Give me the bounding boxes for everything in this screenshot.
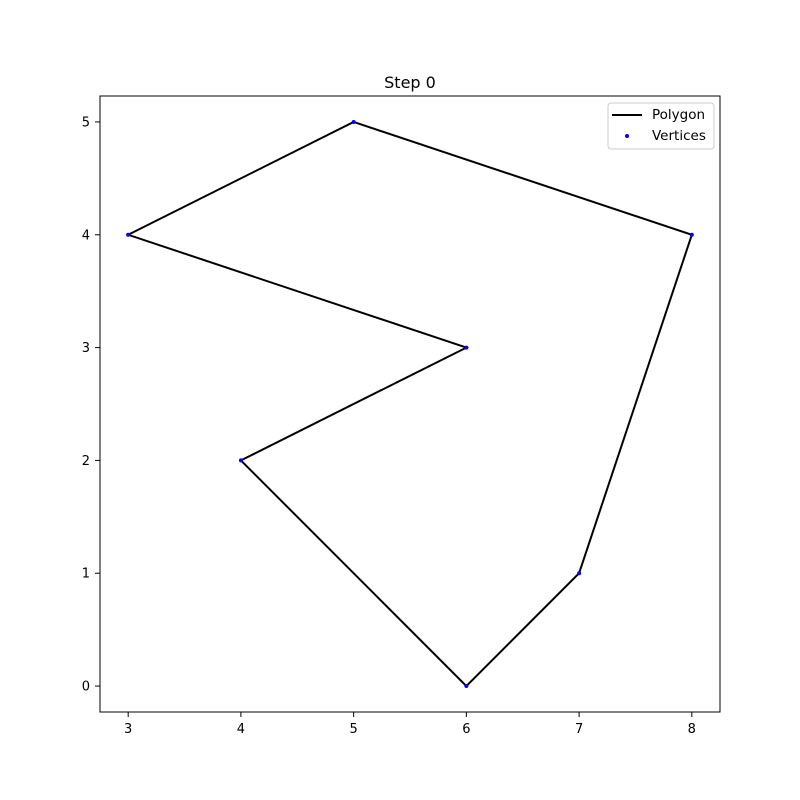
axis-ticks: 3 4 5 6 7 8 0 1 2 3 4 5 bbox=[82, 115, 696, 737]
legend-polygon-label: Polygon bbox=[652, 107, 705, 123]
vertex-point bbox=[126, 232, 131, 237]
x-tick-label: 3 bbox=[124, 722, 132, 737]
y-tick-label: 0 bbox=[82, 680, 90, 695]
axes-frame bbox=[99, 95, 721, 713]
legend-vertices-swatch bbox=[625, 134, 629, 138]
y-tick-label: 1 bbox=[82, 567, 90, 582]
vertex-point bbox=[238, 458, 243, 463]
legend-vertices-label: Vertices bbox=[652, 128, 706, 144]
y-tick-label: 4 bbox=[82, 228, 90, 243]
y-tick-label: 2 bbox=[82, 454, 90, 469]
x-tick-label: 5 bbox=[349, 722, 357, 737]
y-tick-label: 5 bbox=[82, 115, 90, 130]
x-tick-label: 7 bbox=[575, 722, 583, 737]
x-tick-label: 6 bbox=[462, 722, 470, 737]
plot-area bbox=[125, 119, 694, 689]
vertex-point bbox=[577, 571, 582, 576]
y-tick-label: 3 bbox=[82, 341, 90, 356]
vertex-point bbox=[464, 345, 469, 350]
legend: Polygon Vertices bbox=[607, 102, 715, 150]
vertex-point bbox=[689, 232, 694, 237]
vertex-point bbox=[351, 119, 356, 124]
x-tick-label: 4 bbox=[237, 722, 245, 737]
x-tick-label: 8 bbox=[688, 722, 696, 737]
polygon-line bbox=[125, 120, 694, 688]
vertex-point bbox=[464, 684, 469, 689]
chart-title: Step 0 bbox=[384, 73, 436, 92]
